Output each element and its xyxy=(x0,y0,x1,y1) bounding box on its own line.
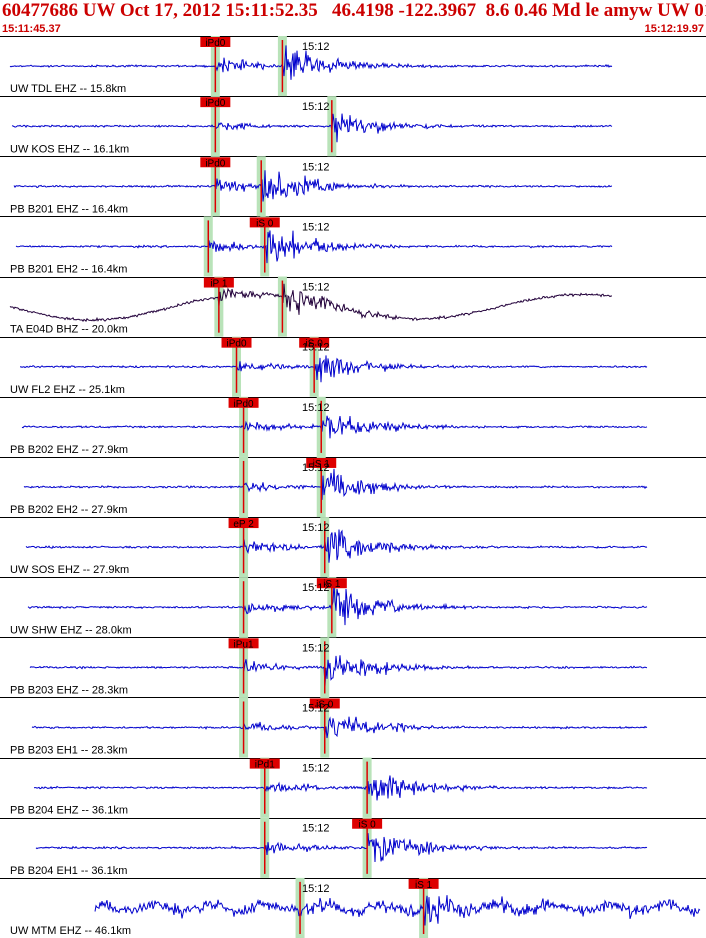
s-pick-label: iS 0 xyxy=(256,218,274,229)
waveform-trace xyxy=(94,895,701,926)
event-header: 60477686 UW Oct 17, 2012 15:11:52.35 46.… xyxy=(0,0,706,36)
time-tick-label: 15:12 xyxy=(302,883,330,895)
s-pick-label: iS 0 xyxy=(359,820,377,831)
waveform-trace xyxy=(15,230,613,264)
time-tick-label: 15:12 xyxy=(302,823,330,835)
waveform-trace xyxy=(35,833,648,863)
p-pick-label: iPd0 xyxy=(205,98,225,109)
s-pick-label-box xyxy=(306,457,337,468)
p-pick-label: iPd0 xyxy=(205,158,225,169)
p-pick-label: iPd1 xyxy=(255,760,275,771)
p-pick-label: iP 1 xyxy=(210,279,227,290)
s-pick-label-box xyxy=(352,818,383,829)
time-tick-label: 15:12 xyxy=(302,582,330,594)
waveform-trace xyxy=(13,170,613,202)
time-tick-label: 15:12 xyxy=(302,702,330,714)
station-label: PB B203 EH1 -- 28.3km xyxy=(10,745,127,757)
s-pick-label: iS 0 xyxy=(316,699,334,710)
station-label: TA E04D BHZ -- 20.0km xyxy=(10,324,128,336)
time-tick-label: 15:12 xyxy=(302,221,330,233)
s-pick-label-box xyxy=(316,578,347,589)
station-label: PB B204 EHZ -- 36.1km xyxy=(10,805,128,817)
s-pick-label: iS 1 xyxy=(415,880,433,891)
waveform-trace xyxy=(9,45,613,80)
waveform-trace xyxy=(29,655,648,687)
waveform-trace xyxy=(19,355,648,383)
station-label: UW KOS EHZ -- 16.1km xyxy=(10,143,129,155)
waveform-trace xyxy=(27,583,648,626)
station-label: UW TDL EHZ -- 15.8km xyxy=(10,83,126,95)
p-pick-label: eP 2 xyxy=(233,519,254,530)
p-pick-label: iPu1 xyxy=(234,639,254,650)
end-time-label: 15:12:19.97 xyxy=(644,23,704,35)
p-pick-label-box xyxy=(221,337,252,348)
station-label: UW SHW EHZ -- 28.0km xyxy=(10,624,132,636)
station-label: UW MTM EHZ -- 46.1km xyxy=(10,925,131,937)
seismogram-panel: iPd0 15:12 UW TDL EHZ -- 15.8km iPd0 15:12 UW… xyxy=(0,36,706,938)
waveform-trace xyxy=(9,283,612,322)
time-tick-label: 15:12 xyxy=(302,522,330,534)
time-tick-label: 15:12 xyxy=(302,41,330,53)
waveform-trace xyxy=(21,415,648,439)
event-title: 60477686 UW Oct 17, 2012 15:11:52.35 46.… xyxy=(2,0,706,21)
station-label: PB B202 EH2 -- 27.9km xyxy=(10,504,127,516)
p-pick-label-box xyxy=(200,157,231,168)
time-tick-label: 15:12 xyxy=(302,161,330,173)
p-pick-label: iPd0 xyxy=(234,399,254,410)
time-tick-label: 15:12 xyxy=(302,642,330,654)
waveform-trace xyxy=(31,716,648,739)
time-tick-label: 15:12 xyxy=(302,763,330,775)
p-pick-label-box xyxy=(200,37,231,47)
station-label: PB B203 EHZ -- 28.3km xyxy=(10,684,128,696)
s-pick-label: iS 1 xyxy=(313,459,331,470)
p-pick-label: iPd0 xyxy=(227,339,247,350)
station-label: PB B201 EHZ -- 16.4km xyxy=(10,203,128,215)
time-tick-label: 15:12 xyxy=(302,402,330,414)
s-pick-label-box xyxy=(299,337,330,348)
p-pick-label-box xyxy=(249,758,280,769)
station-label: UW SOS EHZ -- 27.9km xyxy=(10,564,129,576)
waveform-trace xyxy=(33,775,648,801)
time-tick-label: 15:12 xyxy=(302,101,330,113)
waveform-trace xyxy=(11,113,613,143)
s-pick-label-box xyxy=(408,878,439,889)
s-pick-label-box xyxy=(249,217,280,228)
station-label: PB B202 EHZ -- 27.9km xyxy=(10,444,128,456)
time-tick-label: 15:12 xyxy=(302,342,330,354)
p-pick-label-box xyxy=(200,97,231,108)
station-label: PB B204 EH1 -- 36.1km xyxy=(10,865,127,877)
station-label: PB B201 EH2 -- 16.4km xyxy=(10,264,127,276)
s-pick-label: iS 0 xyxy=(306,339,324,350)
p-pick-label-box xyxy=(228,518,259,529)
station-label: UW FL2 EHZ -- 25.1km xyxy=(10,384,125,396)
p-pick-label-box xyxy=(203,277,234,288)
p-pick-label: iPd0 xyxy=(205,38,225,49)
time-tick-label: 15:12 xyxy=(302,462,330,474)
start-time-label: 15:11:45.37 xyxy=(2,23,61,35)
s-pick-label: iS 1 xyxy=(323,579,341,590)
p-pick-label-box xyxy=(228,397,259,408)
p-pick-label-box xyxy=(228,638,259,649)
waveform-trace xyxy=(25,529,648,563)
s-pick-label-box xyxy=(309,698,340,709)
time-tick-label: 15:12 xyxy=(302,282,330,294)
waveform-trace xyxy=(23,468,648,500)
